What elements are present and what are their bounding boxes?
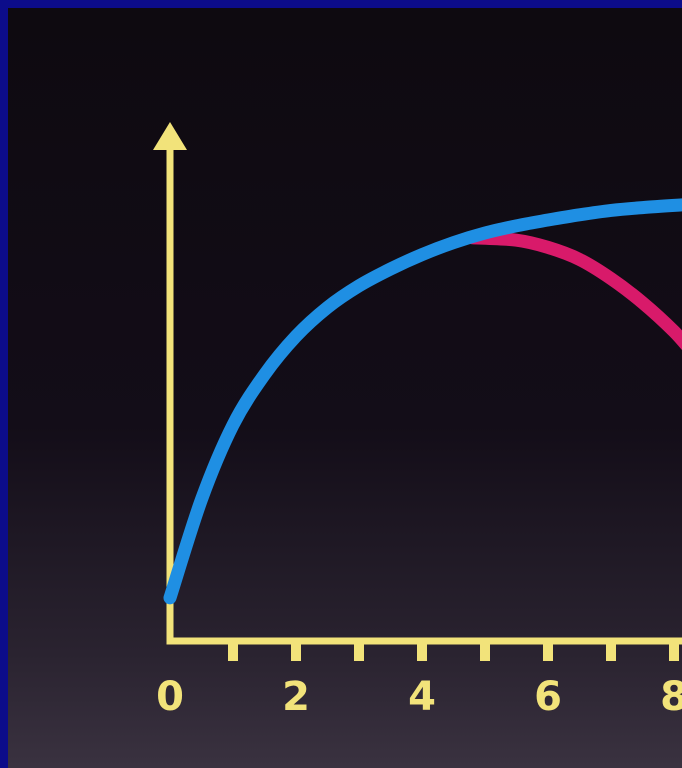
axes <box>153 122 682 645</box>
x-tick-label: 4 <box>408 674 436 720</box>
x-tick-mark <box>543 641 553 661</box>
series-line-pink <box>465 231 682 351</box>
line-chart: 0 2 4 6 8 <box>153 122 682 720</box>
x-tick-mark <box>480 641 490 661</box>
slide-frame: 0 2 4 6 8 <box>8 8 682 768</box>
x-tick-label: 8 <box>660 674 682 720</box>
x-tick-label: 6 <box>534 674 562 720</box>
x-tick-mark <box>669 641 679 661</box>
x-tick-mark <box>291 641 301 661</box>
x-tick-mark <box>228 641 238 661</box>
y-axis-arrow-icon <box>153 122 187 150</box>
x-tick-mark <box>606 641 616 661</box>
series-layer <box>163 198 682 605</box>
x-tick-label: 2 <box>282 674 310 720</box>
x-tick-labels: 0 2 4 6 8 <box>156 674 682 720</box>
x-tick-mark <box>417 641 427 661</box>
x-tick-label: 0 <box>156 674 184 720</box>
x-ticks <box>228 641 679 661</box>
series-line-blue <box>163 198 682 605</box>
x-tick-mark <box>354 641 364 661</box>
